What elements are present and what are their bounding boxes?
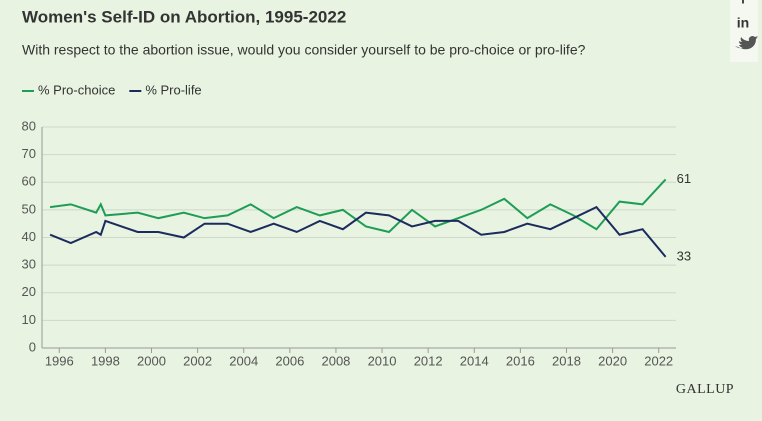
x-tick-label: 2000 [137, 353, 166, 368]
y-tick-label: 0 [29, 339, 36, 354]
y-tick-label: 60 [22, 174, 36, 189]
x-tick-label: 2004 [229, 353, 258, 368]
x-tick-label: 1998 [91, 353, 120, 368]
chart-title: Women's Self-ID on Abortion, 1995-2022 [22, 7, 346, 26]
x-tick-label: 1996 [45, 353, 74, 368]
series-line [49, 178, 667, 234]
x-tick-label: 2020 [598, 353, 627, 368]
y-tick-label: 50 [22, 201, 36, 216]
end-label: 61 [677, 171, 691, 186]
chart-subtitle: With respect to the abortion issue, woul… [22, 42, 586, 58]
y-tick-label: 40 [22, 229, 36, 244]
y-tick-label: 70 [22, 146, 36, 161]
x-tick-label: 2012 [414, 353, 443, 368]
y-tick-label: 20 [22, 284, 36, 299]
series-line [49, 205, 667, 258]
legend-label: % Pro-life [145, 82, 201, 97]
share-bar [730, 0, 758, 62]
x-tick-label: 2022 [644, 353, 673, 368]
x-tick-label: 2008 [321, 353, 350, 368]
share-facebook[interactable]: f [741, 0, 746, 6]
y-tick-label: 80 [22, 118, 36, 133]
x-tick-label: 2006 [275, 353, 304, 368]
x-tick-label: 2010 [368, 353, 397, 368]
end-label: 33 [677, 248, 691, 263]
x-tick-label: 2016 [506, 353, 535, 368]
y-tick-label: 10 [22, 312, 36, 327]
x-tick-label: 2018 [552, 353, 581, 368]
source: GALLUP [676, 382, 734, 397]
share-linkedin[interactable]: in [737, 15, 749, 31]
y-tick-label: 30 [22, 257, 36, 272]
legend-label: % Pro-choice [38, 82, 115, 97]
share-twitter[interactable] [735, 36, 758, 50]
x-tick-label: 2002 [183, 353, 212, 368]
x-tick-label: 2014 [460, 353, 489, 368]
